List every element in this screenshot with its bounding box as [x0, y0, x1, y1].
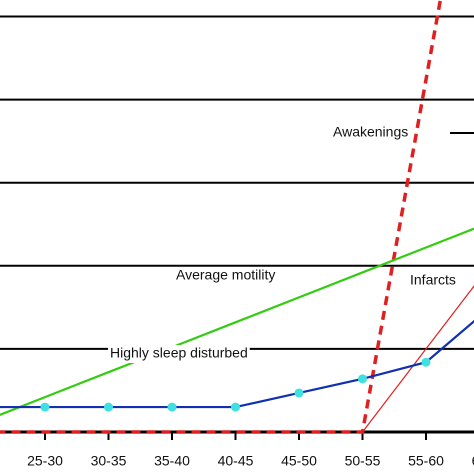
x-tick-label: 55-60 — [408, 453, 444, 469]
x-tick-label: 60-65 — [472, 453, 474, 469]
series-line — [0, 227, 474, 416]
label-bg — [408, 272, 458, 290]
x-tick-label: 30-35 — [91, 453, 127, 469]
series-label: Highly sleep disturbed — [110, 345, 248, 361]
series-line — [0, 0, 443, 434]
marker — [40, 402, 50, 412]
series-label: Awakenings — [333, 124, 408, 140]
series-label: Infarcts — [410, 272, 456, 288]
marker — [167, 402, 177, 412]
marker — [421, 357, 431, 367]
marker — [294, 388, 304, 398]
x-tick-label: 35-40 — [154, 453, 190, 469]
label-bg — [108, 345, 250, 363]
label-bg — [331, 124, 411, 142]
series-label: Average motility — [176, 267, 275, 283]
x-tick-label: 45-50 — [281, 453, 317, 469]
marker — [358, 374, 367, 384]
x-tick-label: 40-45 — [218, 453, 254, 469]
x-tick-label: 25-30 — [27, 453, 63, 469]
series-line — [362, 285, 474, 433]
marker — [104, 402, 113, 412]
x-tick-label: 50-55 — [345, 453, 381, 469]
label-bg — [174, 267, 278, 285]
marker — [231, 402, 240, 412]
